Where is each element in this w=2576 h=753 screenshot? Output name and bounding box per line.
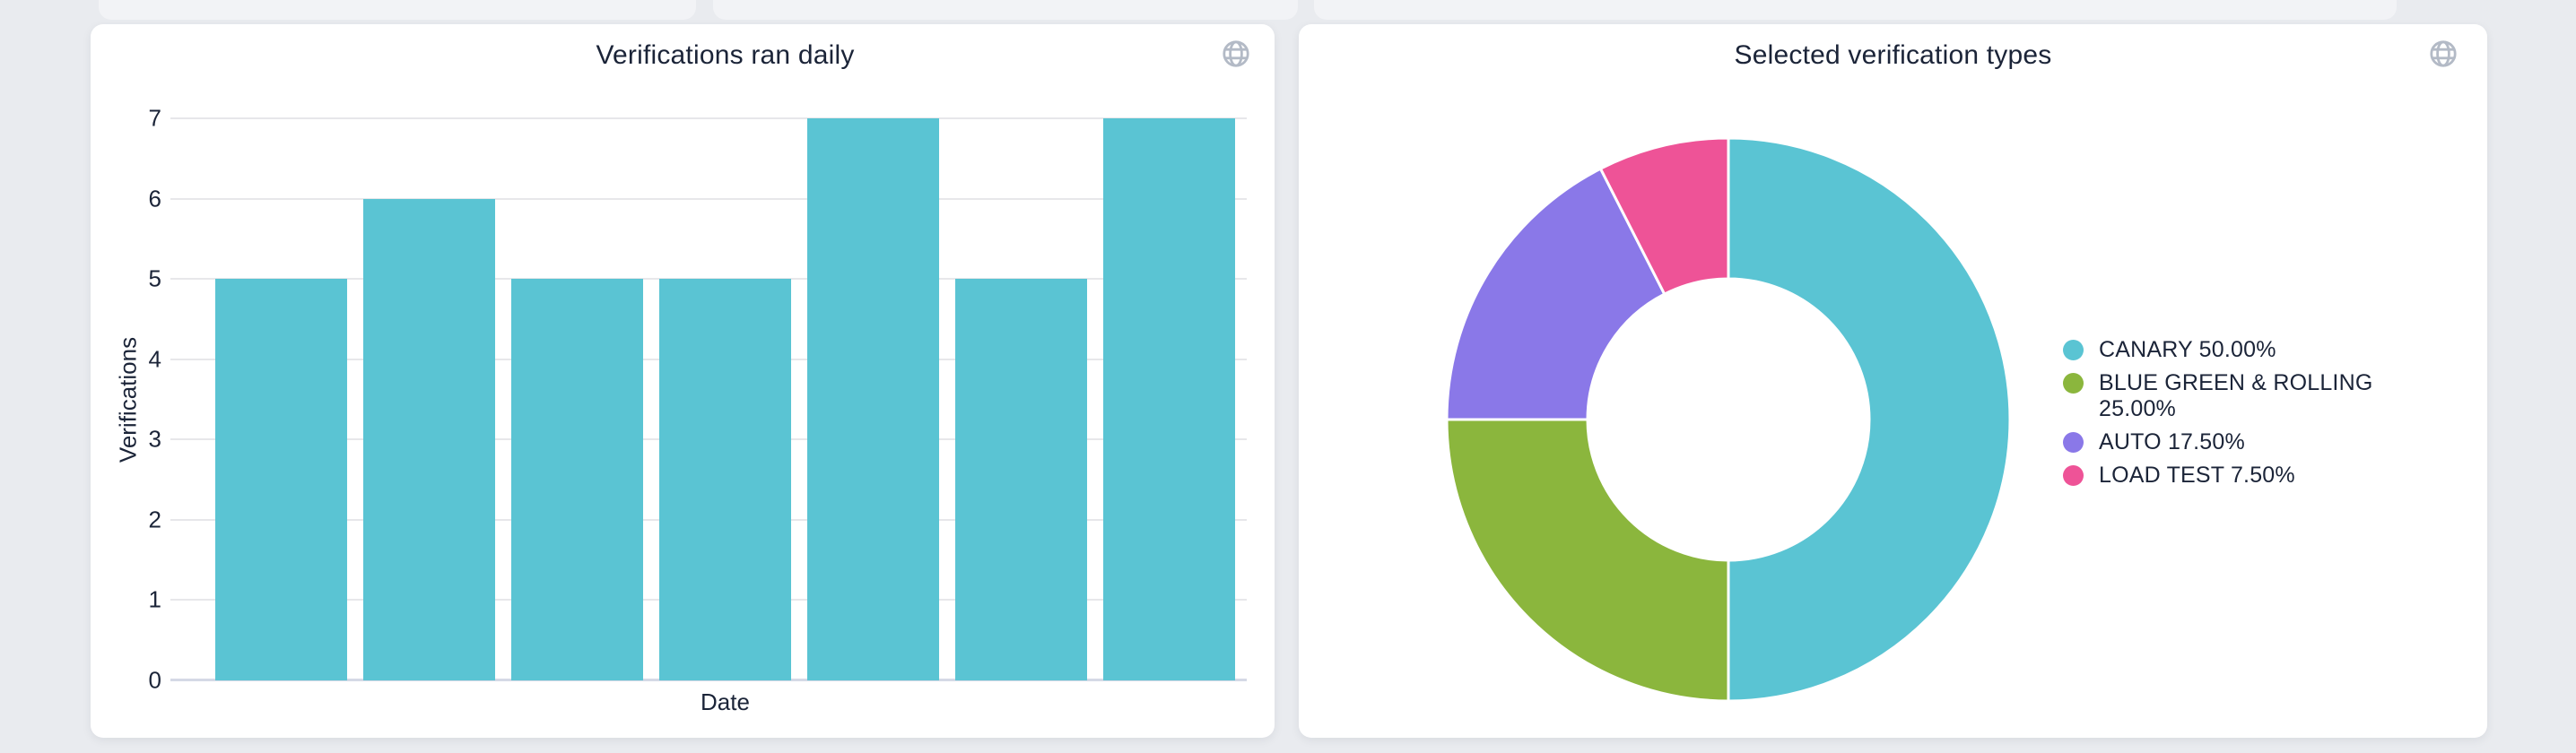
donut-chart <box>1445 136 2012 703</box>
gridline <box>170 197 1247 200</box>
legend-item-blue-green-rolling[interactable]: BLUE GREEN & ROLLING 25.00% <box>2063 370 2395 422</box>
y-tick-label: 4 <box>148 345 161 373</box>
donut-legend: CANARY 50.00% BLUE GREEN & ROLLING 25.00%… <box>2063 337 2395 496</box>
donut-slice-load-test <box>1598 136 1730 296</box>
legend-dot <box>2063 373 2084 394</box>
timezone-globe-button[interactable] <box>2428 39 2459 69</box>
verifications-daily-card: Verifications ran daily 0 1 2 3 4 5 6 7 Verific… <box>91 24 1275 738</box>
legend-item-load-test[interactable]: LOAD TEST 7.50% <box>2063 463 2395 489</box>
legend-dot <box>2063 432 2084 453</box>
y-tick-label: 5 <box>148 264 161 292</box>
y-tick-label: 6 <box>148 185 161 212</box>
legend-label: BLUE GREEN & ROLLING 25.00% <box>2099 370 2373 421</box>
bar <box>1103 118 1235 680</box>
bar-chart-title: Verifications ran daily <box>596 40 855 70</box>
bar <box>363 198 495 680</box>
bar-chart-plot: 0 1 2 3 4 5 6 7 Verifications Date <box>115 105 1247 715</box>
upper-card-sliver <box>713 0 1298 20</box>
timezone-globe-button[interactable] <box>1221 39 1251 69</box>
legend-label: CANARY 50.00% <box>2099 337 2276 362</box>
upper-card-sliver <box>99 0 696 20</box>
y-tick-label: 0 <box>148 666 161 694</box>
y-axis-title: Verifications <box>114 336 142 463</box>
legend-item-auto[interactable]: AUTO 17.50% <box>2063 429 2395 455</box>
donut-slice-auto <box>1445 167 1667 421</box>
bar <box>511 279 643 680</box>
y-tick-label: 2 <box>148 506 161 533</box>
y-tick-label: 1 <box>148 585 161 613</box>
legend-label: LOAD TEST 7.50% <box>2099 463 2295 488</box>
x-axis-title: Date <box>701 688 750 715</box>
bar <box>659 279 791 680</box>
bar <box>215 279 347 680</box>
y-tick-label: 7 <box>148 104 161 132</box>
legend-label: AUTO 17.50% <box>2099 429 2245 454</box>
donut-slice-canary <box>1727 136 2012 703</box>
y-tick-label: 3 <box>148 425 161 453</box>
globe-icon <box>1223 40 1249 67</box>
upper-card-sliver <box>1314 0 2397 20</box>
gridline <box>170 117 1247 119</box>
donut-slice-blue-green-rolling <box>1445 418 1730 703</box>
bar <box>955 279 1087 680</box>
bar <box>807 118 939 680</box>
globe-icon <box>2430 40 2457 67</box>
legend-item-canary[interactable]: CANARY 50.00% <box>2063 337 2395 363</box>
legend-dot <box>2063 340 2084 360</box>
bar-series <box>215 118 1235 680</box>
legend-dot <box>2063 465 2084 486</box>
verification-types-card: Selected verification types CANARY 50.00… <box>1299 24 2487 738</box>
donut-chart-title: Selected verification types <box>1734 40 2052 70</box>
